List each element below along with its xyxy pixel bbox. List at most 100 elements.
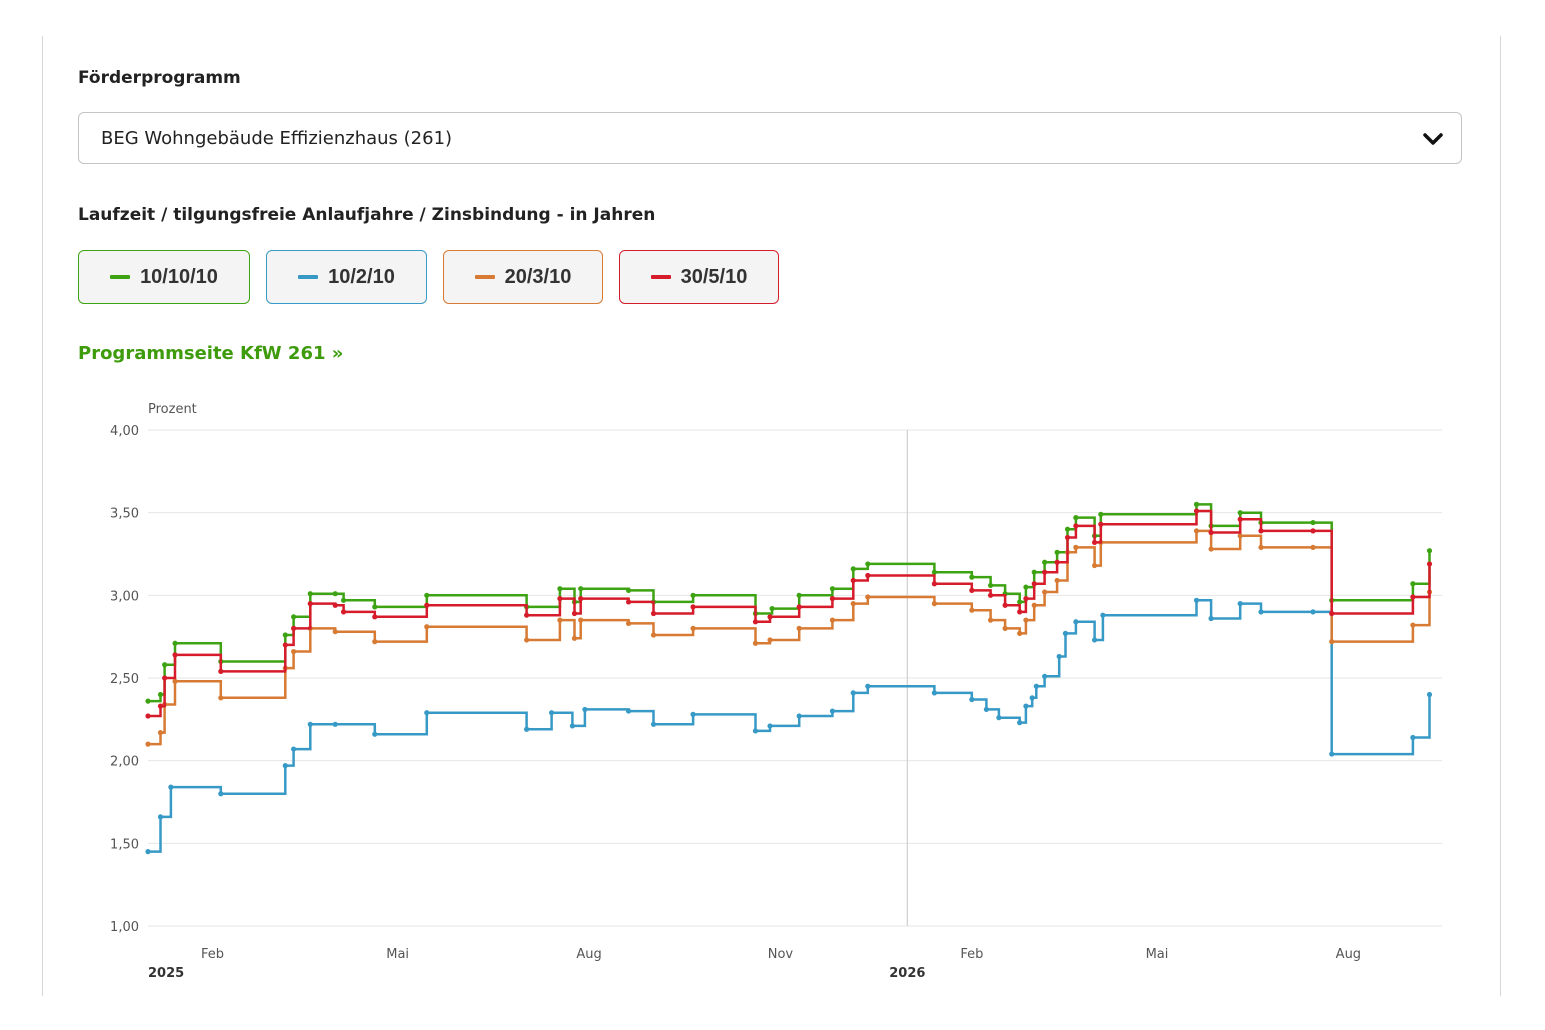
data-point — [1073, 619, 1079, 625]
data-point — [767, 723, 773, 729]
data-point — [1054, 549, 1060, 555]
data-point — [282, 763, 288, 769]
x-tick-label: Aug — [1336, 947, 1361, 962]
chevron-down-icon — [1423, 133, 1443, 145]
data-point — [1017, 609, 1023, 615]
data-point — [865, 683, 871, 689]
data-point — [865, 594, 871, 600]
data-point — [548, 710, 555, 716]
data-point — [332, 629, 338, 635]
program-select[interactable]: BEG Wohngebäude Effizienzhaus (261) — [78, 112, 1462, 164]
data-point — [987, 617, 994, 623]
data-point — [218, 695, 224, 701]
data-point — [557, 617, 563, 623]
data-point — [372, 731, 378, 737]
legend-label: 20/3/10 — [504, 265, 572, 288]
data-point — [690, 711, 696, 717]
series-line-30-5-10 — [148, 509, 1431, 718]
data-point — [1017, 720, 1023, 726]
x-tick-label: Mai — [1146, 947, 1169, 962]
data-point — [1237, 533, 1243, 539]
data-point — [752, 640, 759, 646]
program-label: Förderprogramm — [78, 68, 241, 88]
data-point — [1023, 617, 1029, 623]
data-point — [931, 569, 937, 575]
data-point — [1426, 561, 1433, 567]
x-tick-label: Nov — [768, 947, 794, 962]
data-point — [650, 721, 657, 727]
data-point — [578, 586, 584, 592]
data-point — [1073, 544, 1079, 550]
data-point — [767, 637, 773, 643]
data-point — [1310, 528, 1316, 534]
series-line-10-10-10 — [148, 503, 1431, 703]
data-point — [157, 703, 164, 709]
data-point — [145, 849, 151, 855]
panel-border-left — [42, 36, 43, 996]
data-point — [424, 624, 430, 630]
data-point — [1056, 653, 1062, 660]
data-point — [1098, 511, 1104, 517]
data-point — [850, 601, 856, 607]
data-point — [1091, 562, 1098, 569]
y-tick-label: 2,00 — [110, 755, 139, 770]
data-point — [291, 746, 297, 752]
data-point — [218, 668, 224, 674]
data-point — [162, 675, 168, 681]
legend-toggle-10-10-10[interactable]: 10/10/10 — [78, 250, 250, 304]
data-point — [1258, 528, 1264, 534]
data-point — [690, 625, 696, 631]
legend-swatch — [298, 275, 319, 279]
data-point — [829, 586, 836, 592]
data-point — [1193, 501, 1200, 507]
data-point — [767, 614, 773, 620]
data-point — [307, 591, 313, 597]
data-point — [690, 592, 696, 598]
data-point — [769, 605, 775, 612]
legend-swatch — [650, 275, 671, 279]
data-point — [372, 639, 378, 645]
legend-toggle-20-3-10[interactable]: 20/3/10 — [443, 250, 603, 304]
data-point — [969, 607, 975, 613]
data-point — [1031, 602, 1037, 608]
data-point — [582, 706, 588, 713]
data-point — [829, 708, 836, 714]
data-point — [218, 791, 224, 797]
runtime-label: Laufzeit / tilgungsfreie Anlaufjahre / Z… — [78, 205, 656, 225]
data-point — [571, 635, 578, 641]
legend-label: 10/10/10 — [140, 265, 218, 288]
program-page-link[interactable]: Programmseite KfW 261 » — [78, 343, 344, 364]
data-point — [1329, 639, 1335, 645]
y-axis-label: Prozent — [148, 402, 197, 417]
data-point — [1237, 601, 1243, 607]
data-point — [625, 599, 632, 605]
data-point — [1098, 521, 1104, 527]
data-point — [332, 591, 338, 597]
data-point — [931, 601, 937, 607]
legend-swatch — [474, 275, 495, 279]
x-tick-label: Aug — [576, 947, 601, 962]
data-point — [1031, 569, 1037, 575]
data-point — [1410, 622, 1416, 628]
data-point — [1100, 612, 1106, 618]
data-point — [829, 596, 836, 602]
data-point — [1064, 526, 1071, 532]
data-point — [1208, 615, 1214, 622]
data-point — [372, 614, 378, 620]
data-point — [1310, 519, 1316, 526]
data-point — [931, 690, 937, 696]
legend-toggle-30-5-10[interactable]: 30/5/10 — [619, 250, 779, 304]
data-point — [340, 597, 347, 603]
data-point — [307, 721, 313, 727]
legend-toggle-10-2-10[interactable]: 10/2/10 — [266, 250, 427, 304]
data-point — [969, 587, 975, 593]
data-point — [1023, 596, 1029, 602]
rate-chart: 4,00 3,50 3,00 2,50 2,00 1,50 1,00 Prozent Feb 20… — [110, 402, 1442, 981]
legend-swatch — [110, 275, 131, 279]
data-point — [829, 617, 836, 623]
data-point — [1410, 734, 1416, 741]
data-point — [1091, 637, 1098, 643]
data-point — [1193, 528, 1200, 534]
data-point — [1031, 581, 1037, 587]
data-point — [1237, 510, 1243, 516]
